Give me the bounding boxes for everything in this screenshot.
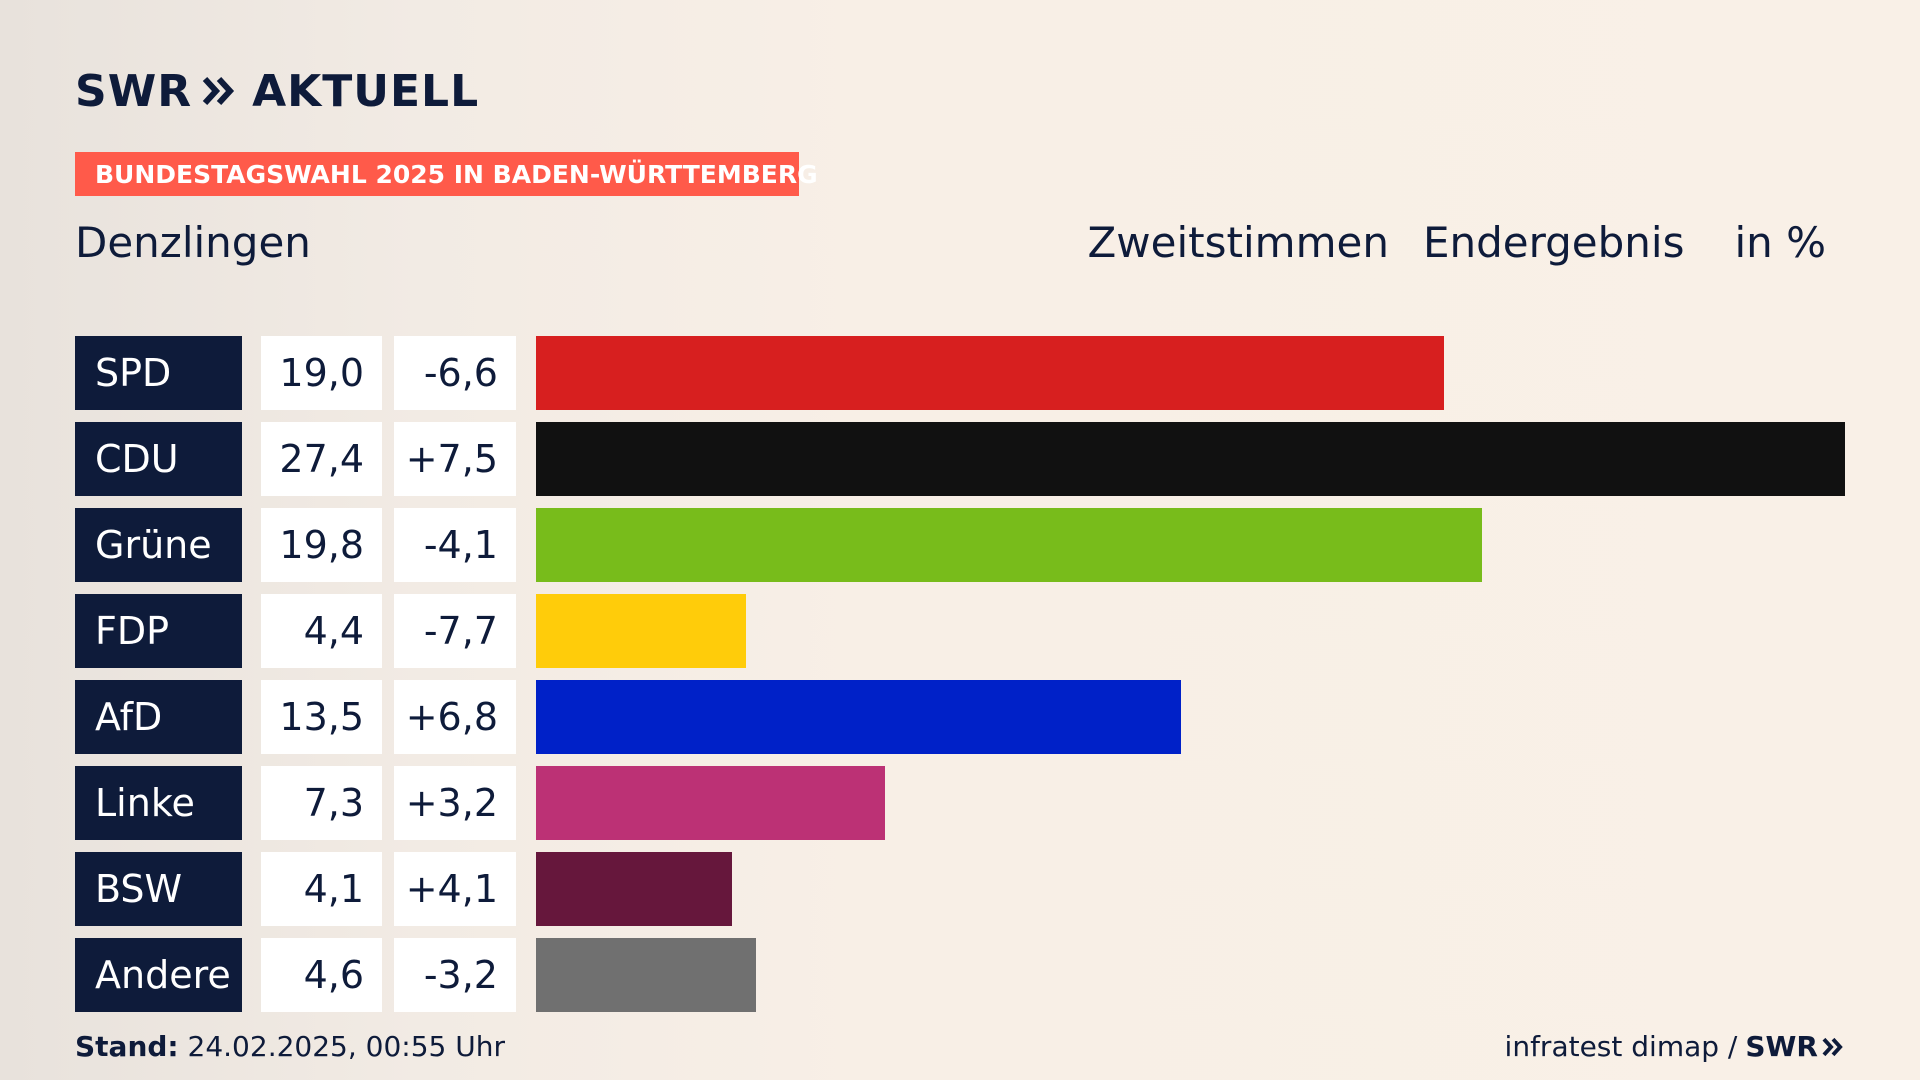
chart-header: Zweitstimmen Endergebnis in %	[1088, 218, 1826, 267]
percent-value: 4,4	[261, 594, 382, 668]
result-row: Andere 4,6 -3,2	[75, 938, 1845, 1012]
percent-value: 4,6	[261, 938, 382, 1012]
source-brand-text: SWR	[1745, 1030, 1818, 1063]
result-row: AfD 13,5 +6,8	[75, 680, 1845, 754]
brand-swr: SWR	[75, 65, 193, 117]
percent-value: 19,0	[261, 336, 382, 410]
result-type-label: Endergebnis	[1422, 218, 1685, 267]
place-title: Denzlingen	[75, 218, 311, 267]
change-value: -4,1	[394, 508, 516, 582]
source-label: infratest dimap /	[1504, 1030, 1738, 1063]
timestamp: Stand: 24.02.2025, 00:55 Uhr	[75, 1030, 505, 1063]
double-chevron-small-icon	[1822, 1037, 1843, 1056]
result-bar	[536, 422, 1845, 496]
source-credit: infratest dimap / SWR	[1505, 1030, 1844, 1063]
party-label: FDP	[75, 594, 242, 668]
result-row: Linke 7,3 +3,2	[75, 766, 1845, 840]
double-chevron-icon	[202, 76, 236, 106]
result-row: CDU 27,4 +7,5	[75, 422, 1845, 496]
result-row: SPD 19,0 -6,6	[75, 336, 1845, 410]
percent-value: 7,3	[261, 766, 382, 840]
change-value: -6,6	[394, 336, 516, 410]
result-bar	[536, 766, 885, 840]
percent-value: 19,8	[261, 508, 382, 582]
percent-value: 4,1	[261, 852, 382, 926]
result-bar	[536, 594, 747, 668]
result-bar	[536, 680, 1181, 754]
stand-value: 24.02.2025, 00:55 Uhr	[187, 1030, 505, 1063]
party-label: CDU	[75, 422, 242, 496]
party-label: Grüne	[75, 508, 242, 582]
party-label: AfD	[75, 680, 242, 754]
party-label: Andere	[75, 938, 242, 1012]
party-label: SPD	[75, 336, 242, 410]
result-bar	[536, 852, 732, 926]
change-value: +3,2	[394, 766, 516, 840]
percent-value: 13,5	[261, 680, 382, 754]
swr-aktuell-logo: SWR AKTUELL	[75, 65, 480, 117]
change-value: -7,7	[394, 594, 516, 668]
unit-label: in %	[1734, 218, 1826, 267]
election-banner: BUNDESTAGSWAHL 2025 IN BADEN-WÜRTTEMBERG	[75, 152, 818, 196]
result-row: BSW 4,1 +4,1	[75, 852, 1845, 926]
result-row: FDP 4,4 -7,7	[75, 594, 1845, 668]
result-row: Grüne 19,8 -4,1	[75, 508, 1845, 582]
change-value: +7,5	[394, 422, 516, 496]
source-brand: SWR	[1745, 1030, 1844, 1063]
result-bar	[536, 938, 756, 1012]
brand-aktuell: AKTUELL	[252, 65, 480, 117]
result-bar	[536, 508, 1482, 582]
stand-label: Stand:	[75, 1030, 179, 1063]
vote-type-label: Zweitstimmen	[1087, 218, 1389, 267]
percent-value: 27,4	[261, 422, 382, 496]
change-value: +4,1	[394, 852, 516, 926]
change-value: -3,2	[394, 938, 516, 1012]
change-value: +6,8	[394, 680, 516, 754]
result-bar	[536, 336, 1444, 410]
party-label: Linke	[75, 766, 242, 840]
party-label: BSW	[75, 852, 242, 926]
